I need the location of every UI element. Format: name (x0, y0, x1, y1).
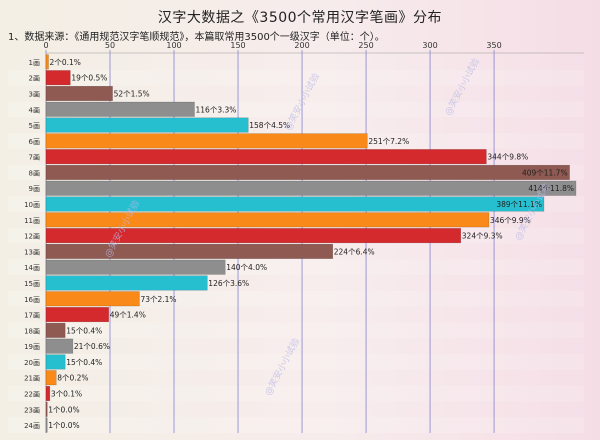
category-label: 6画 (29, 138, 40, 146)
data-label: 324个9.3% (462, 232, 503, 241)
category-label: 13画 (24, 248, 40, 256)
category-label: 5画 (29, 122, 40, 130)
bar (45, 307, 109, 323)
data-label: 52个1.5% (114, 89, 150, 98)
x-tick-label: 200 (294, 41, 309, 50)
row-band (8, 54, 584, 70)
bar (45, 149, 487, 165)
x-tick-label: 350 (486, 41, 501, 50)
category-label: 20画 (24, 359, 40, 367)
bar (45, 228, 462, 244)
bar (45, 117, 249, 133)
bar (45, 354, 66, 370)
category-label: 3画 (29, 90, 40, 98)
category-label: 15画 (24, 280, 40, 288)
bar (45, 275, 208, 291)
category-label: 10画 (24, 201, 40, 209)
category-label: 8画 (29, 169, 40, 177)
chart-title: 汉字大数据之《3500个常用汉字笔画》分布 (157, 10, 443, 26)
bar (45, 386, 51, 402)
bar (45, 401, 48, 417)
x-tick-label: 150 (230, 41, 245, 50)
x-tick-label: 250 (358, 41, 373, 50)
bar (45, 322, 66, 338)
row-band (8, 354, 584, 370)
bar (45, 338, 74, 354)
row-band (8, 322, 584, 339)
category-label: 12画 (24, 233, 40, 241)
category-label: 24画 (24, 422, 40, 430)
data-label: 224个6.4% (334, 247, 375, 256)
row-band (8, 85, 584, 102)
x-tick-label: 0 (43, 41, 48, 50)
data-label: 414个11.8% (528, 184, 574, 193)
data-label: 158个4.5% (249, 121, 290, 130)
row-band (8, 401, 584, 418)
data-label: 49个1.4% (110, 311, 146, 320)
data-label: 1个0.0% (48, 421, 79, 430)
data-label: 126个3.6% (208, 279, 249, 288)
row-band (8, 338, 584, 355)
chart-subtitle: 1、数据来源：《通用规范汉字笔顺规范》，本篇取常用3500个一级汉字（单位：个）… (8, 32, 385, 43)
data-label: 389个11.1% (496, 200, 542, 209)
bar (45, 85, 113, 101)
bar (45, 291, 140, 307)
data-label: 116个3.3% (196, 105, 237, 114)
bar (45, 180, 577, 196)
bar (45, 164, 570, 180)
data-label: 8个0.2% (57, 374, 88, 383)
category-label: 21画 (24, 375, 40, 383)
x-tick-label: 100 (166, 41, 181, 50)
category-label: 14画 (24, 264, 40, 272)
data-label: 21个0.6% (74, 342, 110, 351)
bar (45, 243, 334, 259)
data-label: 140个4.0% (226, 263, 267, 272)
row-band (8, 417, 584, 433)
bar (45, 417, 48, 433)
x-tick-label: 50 (105, 41, 115, 50)
category-label: 7画 (29, 154, 40, 162)
data-label: 73个2.1% (140, 295, 176, 304)
data-label: 346个9.9% (490, 216, 531, 225)
bar (45, 133, 368, 149)
category-label: 9画 (29, 185, 40, 193)
bar (45, 212, 490, 228)
category-label: 19画 (24, 343, 40, 351)
bar (45, 54, 49, 70)
row-band (8, 369, 584, 386)
category-label: 4画 (29, 106, 40, 114)
bar (45, 370, 57, 386)
bar (45, 196, 545, 212)
category-label: 22画 (24, 391, 40, 399)
data-label: 19个0.5% (71, 74, 107, 83)
category-label: 18画 (24, 327, 40, 335)
category-label: 23画 (24, 406, 40, 414)
data-label: 251个7.2% (368, 137, 409, 146)
bar (45, 259, 226, 275)
data-label: 344个9.8% (487, 153, 528, 162)
data-label: 409个11.7% (522, 168, 568, 177)
category-label: 1画 (29, 59, 40, 67)
data-label: 2个0.1% (50, 58, 81, 67)
data-label: 1个0.0% (48, 405, 79, 414)
row-band (8, 69, 584, 86)
data-label: 15个0.4% (66, 326, 102, 335)
category-label: 11画 (24, 217, 40, 225)
data-label: 15个0.4% (66, 358, 102, 367)
data-label: 3个0.1% (51, 390, 82, 399)
category-label: 17画 (24, 312, 40, 320)
row-band (8, 290, 584, 307)
category-label: 2画 (29, 75, 40, 83)
x-tick-label: 300 (422, 41, 437, 50)
bar (45, 70, 71, 86)
bar (45, 101, 195, 117)
row-band (8, 385, 584, 402)
category-label: 16画 (24, 296, 40, 304)
row-band (8, 306, 584, 323)
